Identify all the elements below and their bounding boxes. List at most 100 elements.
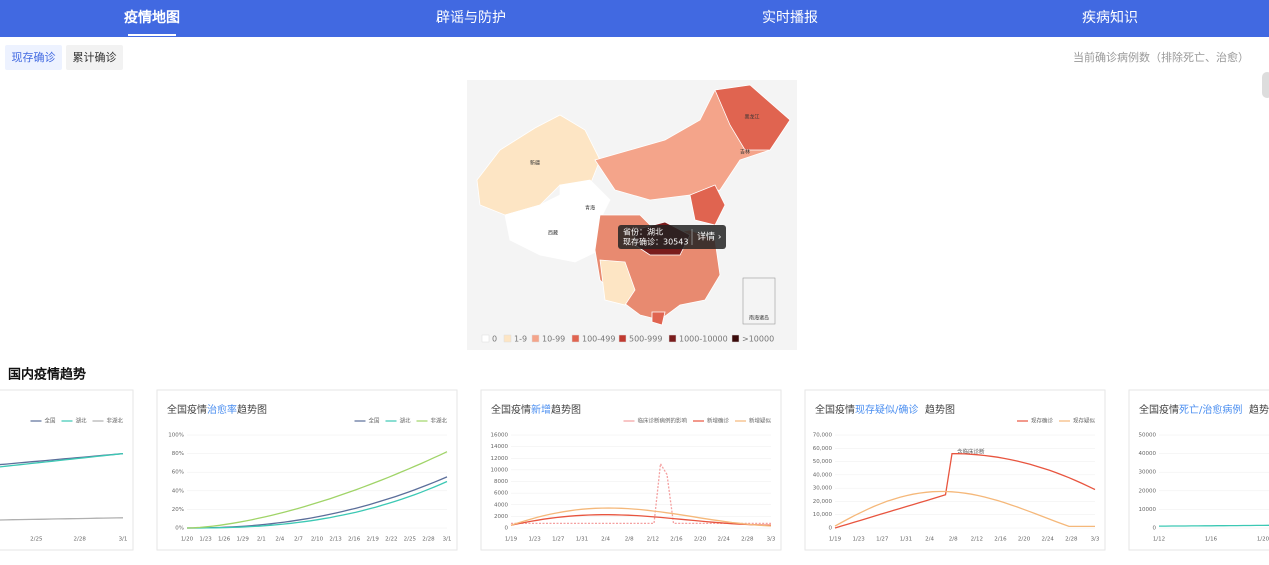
legend-label: 500-999 bbox=[629, 335, 662, 344]
tooltip-bg bbox=[618, 225, 726, 249]
legend-item: 全国 bbox=[44, 417, 56, 425]
x-tick-label: 2/4 bbox=[925, 537, 934, 543]
x-tick-label: 2/7 bbox=[294, 537, 303, 543]
y-tick-label: 10000 bbox=[491, 467, 509, 473]
x-tick-label: 2/25 bbox=[404, 537, 417, 543]
legend-label: >10000 bbox=[742, 335, 774, 344]
y-tick-label: 40,000 bbox=[813, 472, 833, 478]
region bbox=[689, 184, 726, 226]
trend-line bbox=[0, 517, 124, 521]
legend-item: 湖北 bbox=[75, 417, 87, 425]
x-tick-label: 2/16 bbox=[348, 537, 361, 543]
x-tick-label: 1/12 bbox=[1153, 537, 1165, 543]
x-tick-label: 1/20 bbox=[1257, 537, 1269, 543]
trend-line bbox=[510, 514, 772, 526]
x-tick-label: 2/10 bbox=[311, 537, 324, 543]
legend-item: 现存确诊 bbox=[1031, 417, 1054, 425]
y-tick-label: 0% bbox=[175, 526, 184, 532]
y-tick-label: 60,000 bbox=[813, 446, 833, 452]
y-tick-label: 40% bbox=[172, 488, 184, 494]
legend-label: 100-499 bbox=[582, 335, 615, 344]
tooltip-link[interactable]: 详情 › bbox=[697, 231, 721, 243]
legend-item: 现存疑似 bbox=[1073, 417, 1096, 425]
nav-bar bbox=[0, 0, 1269, 37]
region bbox=[651, 311, 666, 326]
legend-label: 0 bbox=[492, 335, 497, 344]
x-tick-label: 1/16 bbox=[1205, 537, 1218, 543]
legend-swatch bbox=[481, 334, 490, 343]
x-tick-label: 2/28 bbox=[1065, 537, 1078, 543]
x-tick-label: 2/1 bbox=[257, 537, 266, 543]
y-tick-label: 6000 bbox=[494, 491, 508, 497]
province-label: 南海诸岛 bbox=[749, 315, 769, 322]
legend-swatch bbox=[503, 334, 512, 343]
province-label: 新疆 bbox=[530, 160, 540, 167]
y-tick-label: 80% bbox=[172, 451, 184, 457]
legend-label: 10-99 bbox=[542, 335, 565, 344]
trend-line bbox=[0, 452, 124, 466]
card-title: 趋势图 bbox=[925, 403, 955, 416]
trend-line bbox=[186, 451, 448, 529]
legend-swatch bbox=[571, 334, 580, 343]
nav-tab[interactable]: 疾病知识 bbox=[1082, 9, 1138, 26]
x-tick-label: 2/20 bbox=[694, 537, 707, 543]
card-frame bbox=[804, 389, 1106, 551]
nav-tab[interactable]: 辟谣与防护 bbox=[436, 10, 506, 26]
card-frame bbox=[1128, 389, 1269, 551]
legend-item: 临床诊断病例的影响 bbox=[637, 417, 687, 425]
trend-line bbox=[0, 452, 124, 468]
card-title: 现存疑似/确诊 bbox=[855, 403, 918, 416]
y-tick-label: 50,000 bbox=[813, 459, 833, 465]
x-tick-label: 1/23 bbox=[852, 537, 865, 543]
province-label: 青海 bbox=[585, 205, 595, 212]
legend-item: 非湖北 bbox=[106, 417, 123, 425]
y-tick-label: 20,000 bbox=[813, 499, 833, 505]
legend-item: 新增疑似 bbox=[749, 417, 772, 425]
region bbox=[599, 259, 636, 306]
card-title: 新增 bbox=[531, 403, 551, 416]
x-tick-label: 2/19 bbox=[367, 537, 380, 543]
trend-line bbox=[1159, 524, 1269, 527]
x-tick-label: 2/20 bbox=[1018, 537, 1031, 543]
section-title: 国内疫情趋势 bbox=[8, 367, 86, 383]
nav-tab[interactable]: 实时播报 bbox=[762, 10, 818, 26]
card-frame bbox=[0, 389, 134, 551]
region bbox=[476, 114, 601, 216]
x-tick-label: 2/8 bbox=[949, 537, 958, 543]
toggle-button[interactable] bbox=[5, 45, 62, 70]
x-tick-label: 1/31 bbox=[900, 537, 912, 543]
x-tick-label: 3/1 bbox=[119, 537, 128, 543]
card-title: 全国疫情 bbox=[815, 403, 855, 416]
region bbox=[714, 84, 791, 151]
legend-label: 1000-10000 bbox=[679, 335, 728, 344]
x-tick-label: 2/4 bbox=[601, 537, 610, 543]
toggle-label: 累计确诊 bbox=[73, 50, 117, 64]
x-tick-label: 3/3 bbox=[1091, 537, 1100, 543]
x-tick-label: 1/19 bbox=[829, 537, 842, 543]
province-label: 黑龙江 bbox=[744, 114, 759, 121]
x-tick-label: 1/27 bbox=[876, 537, 889, 543]
y-tick-label: 30,000 bbox=[813, 486, 833, 492]
y-tick-label: 10000 bbox=[1139, 507, 1157, 513]
legend-item: 湖北 bbox=[399, 417, 411, 425]
toggle-button[interactable] bbox=[66, 45, 123, 70]
y-tick-label: 12000 bbox=[491, 456, 509, 462]
card-title: 治愈率 bbox=[207, 403, 237, 416]
nav-tab[interactable]: 疫情地图 bbox=[124, 9, 180, 26]
y-tick-label: 100% bbox=[168, 433, 184, 439]
x-tick-label: 2/22 bbox=[385, 537, 397, 543]
y-tick-label: 20000 bbox=[1139, 488, 1157, 494]
y-tick-label: 0 bbox=[829, 526, 833, 532]
card-title: 全国疫情 bbox=[167, 403, 207, 416]
x-tick-label: 2/16 bbox=[994, 537, 1007, 543]
toggle-label: 现存确诊 bbox=[12, 50, 56, 64]
province-label: 西藏 bbox=[548, 230, 558, 237]
y-tick-label: 30000 bbox=[1139, 470, 1157, 476]
legend-swatch bbox=[731, 334, 740, 343]
